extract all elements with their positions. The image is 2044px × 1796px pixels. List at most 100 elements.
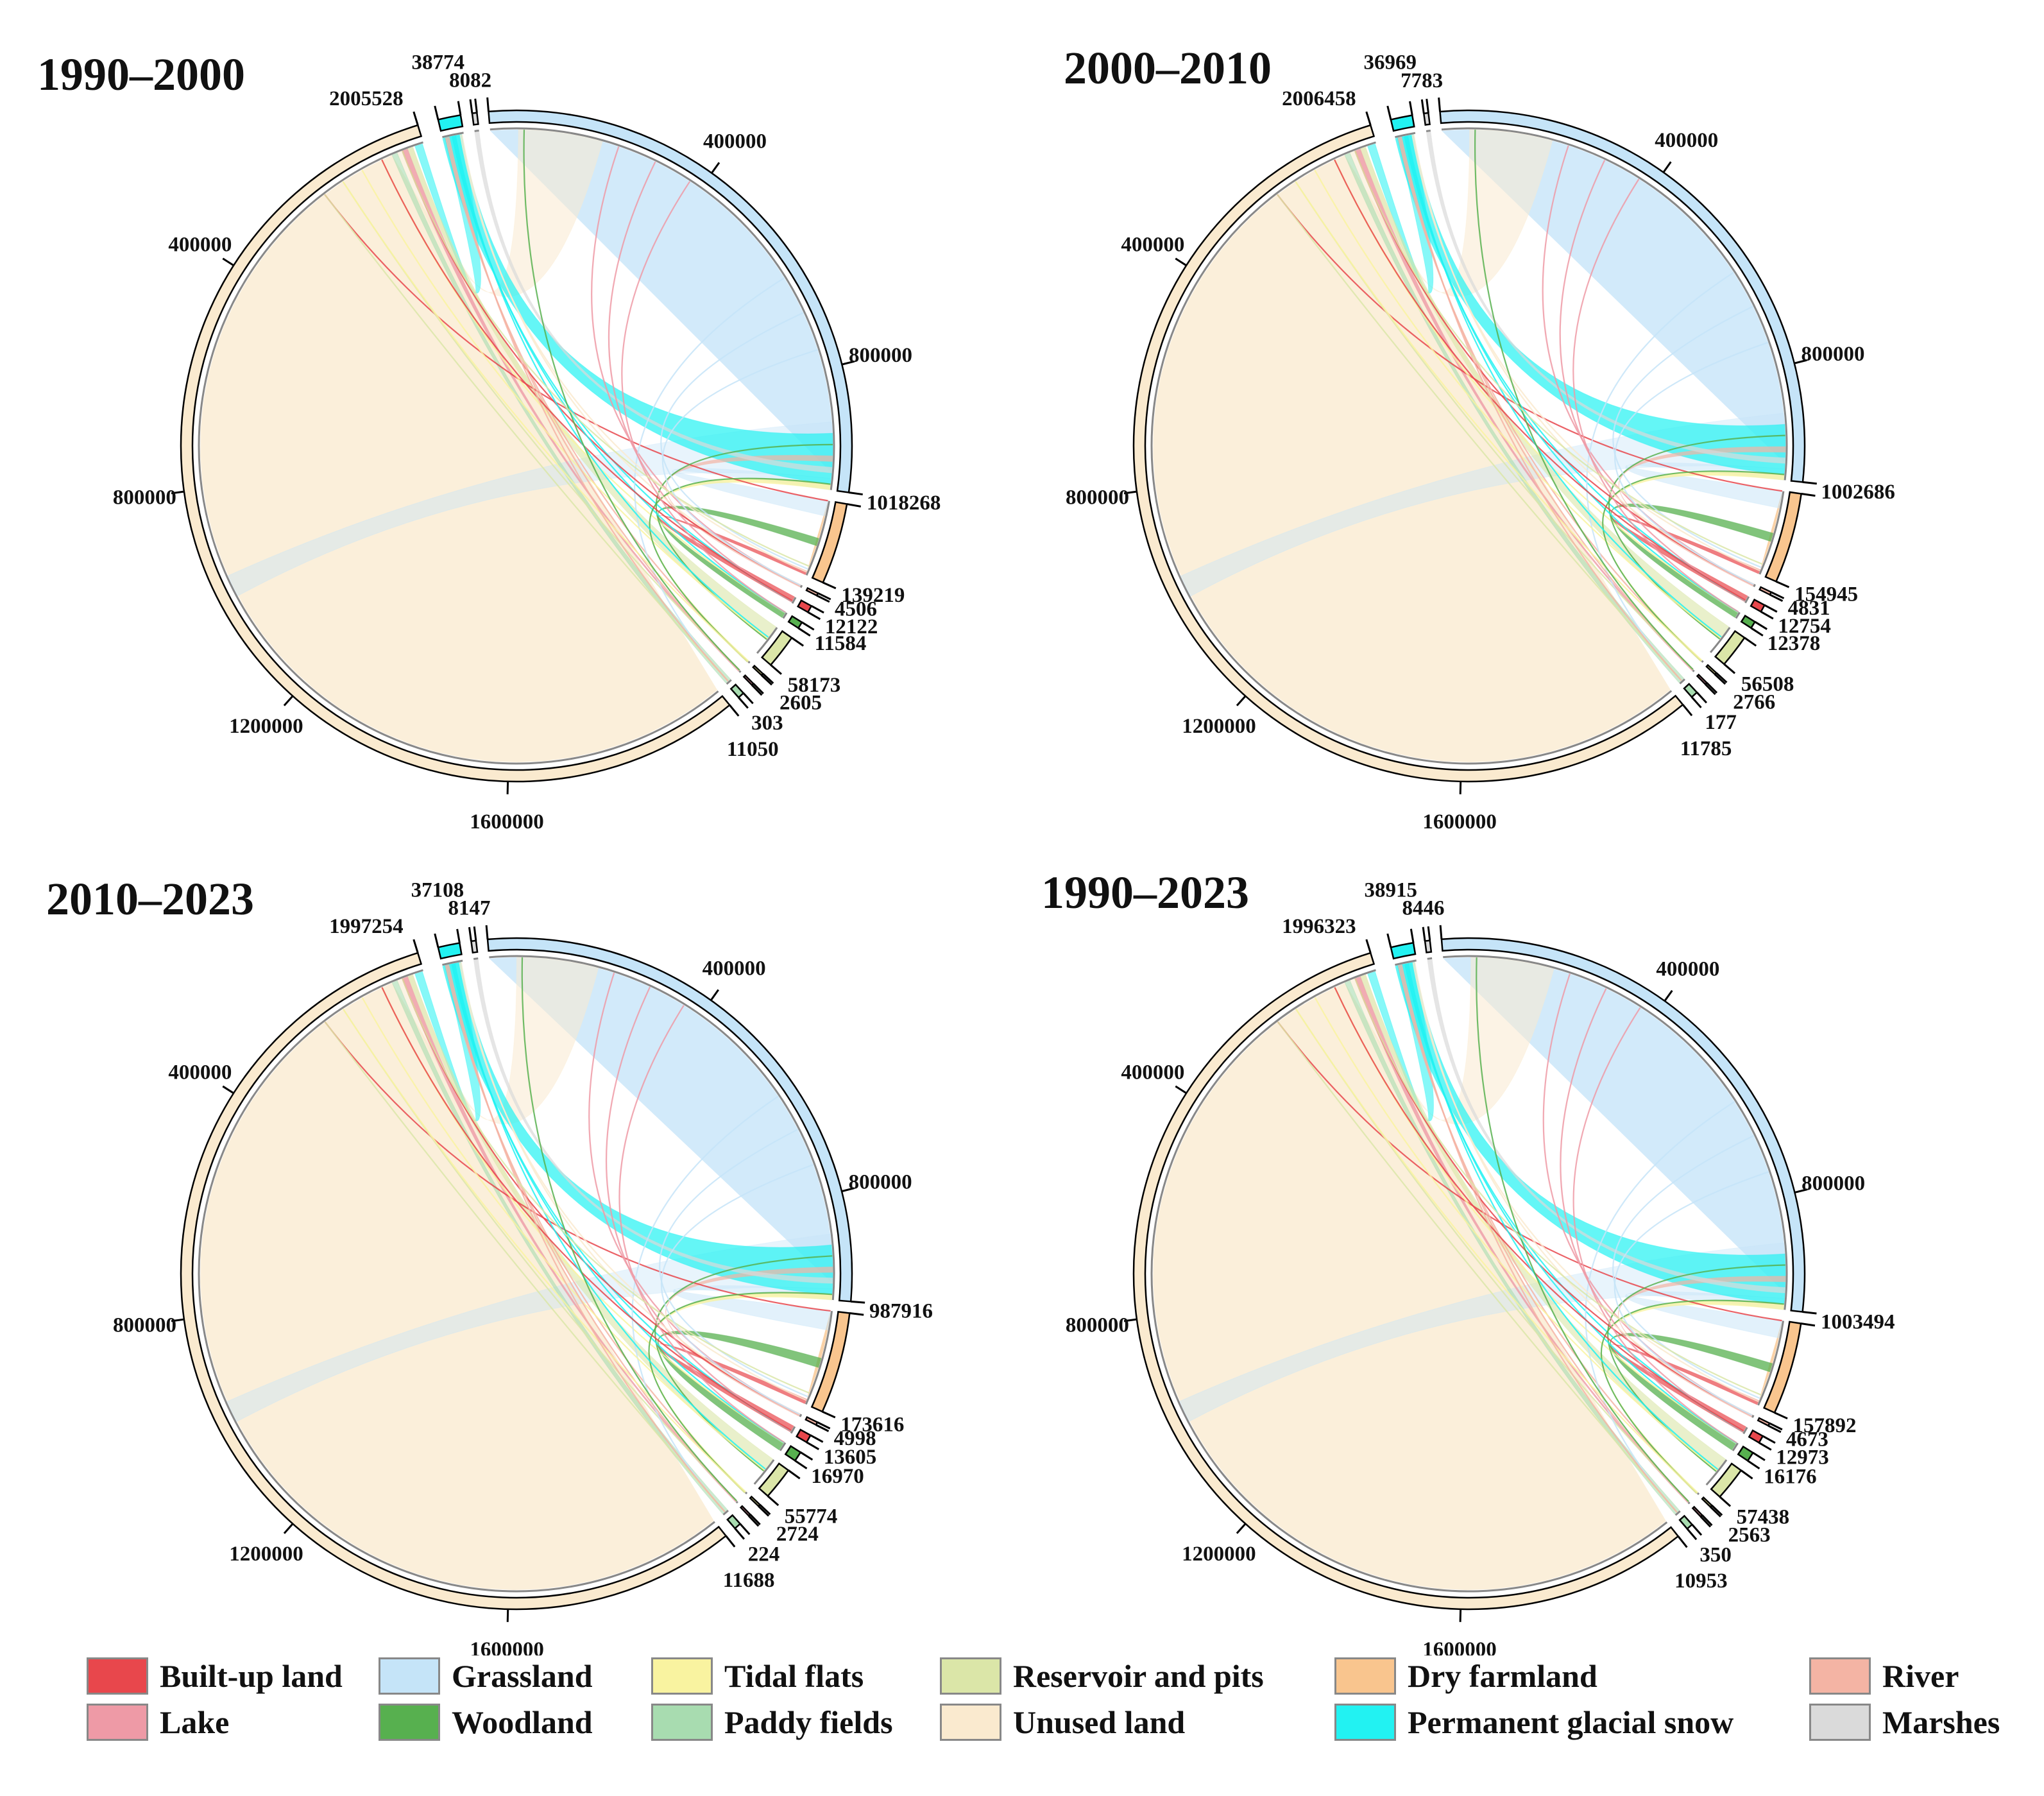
sector-end-tick bbox=[1682, 704, 1693, 717]
sector-end-tick bbox=[725, 1535, 736, 1548]
thin-link bbox=[1401, 964, 1678, 1513]
legend-label: Woodland bbox=[452, 1704, 593, 1740]
sector-end-tick bbox=[849, 1312, 864, 1316]
sector-inner-track bbox=[1395, 132, 1416, 139]
legend-label: Grassland bbox=[452, 1658, 593, 1694]
legend-label: Permanent glacial snow bbox=[1408, 1704, 1734, 1740]
thin-link bbox=[447, 137, 740, 671]
thin-link bbox=[661, 348, 818, 586]
sector-end-tick bbox=[787, 1469, 801, 1480]
axis-tick-label: 800000 bbox=[113, 486, 176, 509]
sector-end-tick bbox=[738, 697, 749, 709]
sector-end-tick bbox=[1771, 591, 1785, 599]
axis-tick-mark bbox=[1236, 695, 1247, 706]
sector-inner-track bbox=[1742, 1426, 1748, 1435]
sector-value-dry-farmland: 154945 bbox=[1794, 583, 1858, 606]
sector-end-tick bbox=[468, 927, 472, 941]
sector-end-tick bbox=[486, 97, 490, 112]
thin-link bbox=[648, 1292, 833, 1493]
sector-end-tick bbox=[806, 1441, 820, 1451]
sector-end-tick bbox=[1422, 927, 1426, 941]
thin-link bbox=[654, 1255, 833, 1472]
sector-inner-track bbox=[1709, 627, 1731, 653]
sector-arcs bbox=[180, 97, 863, 783]
legend-label: Marshes bbox=[1882, 1704, 2000, 1740]
sector-arcs bbox=[180, 925, 865, 1611]
sector-end-tick bbox=[1714, 673, 1726, 685]
sector-built-up-land bbox=[1748, 1429, 1764, 1444]
thin-link bbox=[402, 150, 810, 567]
legend-label: Tidal flats bbox=[724, 1658, 864, 1694]
sector-value-river: 4998 bbox=[834, 1427, 876, 1450]
sector-value-dry-farmland: 173616 bbox=[840, 1413, 904, 1436]
sector-grassland bbox=[1439, 109, 1806, 483]
axis-tick-mark bbox=[283, 695, 294, 706]
legend-item-grassland: Grassland bbox=[379, 1655, 593, 1697]
ribbon-unused-land-self bbox=[1153, 982, 1667, 1590]
thin-link bbox=[1404, 964, 1744, 1432]
ribbon-flow-4 bbox=[442, 962, 833, 1295]
sector-end-tick bbox=[747, 1515, 760, 1527]
sector-value-marshes: 7783 bbox=[1401, 69, 1443, 92]
sector-end-tick bbox=[797, 627, 811, 637]
thin-link bbox=[1334, 159, 1746, 601]
axis-tick-label: 1200000 bbox=[1182, 1543, 1256, 1566]
sector-value-reservoir-and-pits: 57438 bbox=[1737, 1506, 1790, 1529]
sector-end-tick bbox=[1706, 682, 1718, 694]
sector-end-tick bbox=[1760, 611, 1774, 620]
thin-link bbox=[447, 964, 726, 1512]
thin-link bbox=[446, 964, 737, 1501]
sector-end-tick bbox=[762, 672, 774, 684]
sector-value-river: 4506 bbox=[835, 598, 877, 621]
sector-value-paddy-fields: 11050 bbox=[727, 738, 779, 761]
legend-swatch bbox=[651, 1704, 713, 1741]
sector-value-tidal-flats: 2605 bbox=[779, 692, 822, 715]
sector-inner-track bbox=[790, 1426, 796, 1434]
ribbon-dry-farmland-self bbox=[1760, 491, 1782, 570]
sector-end-tick bbox=[767, 1495, 779, 1507]
axis-tick-label: 400000 bbox=[1121, 1061, 1184, 1084]
sector-end-tick bbox=[474, 98, 478, 113]
legend-item-river: River bbox=[1809, 1655, 1959, 1697]
thin-link bbox=[324, 1021, 726, 1512]
chord-panel-1: 1990–2000 400000 800000 1600000 1200000 80000… bbox=[37, 49, 941, 834]
sector-marshes bbox=[471, 112, 479, 126]
legend-label: Dry farmland bbox=[1408, 1658, 1597, 1694]
sector-inner-track bbox=[1427, 957, 1433, 960]
axis-tick-mark bbox=[1662, 161, 1672, 173]
ribbon-flow-13 bbox=[473, 959, 833, 1284]
sector-river bbox=[805, 1415, 819, 1426]
sector-value-permanent-glacial-snow: 38774 bbox=[411, 51, 464, 74]
sector-value-paddy-fields: 11688 bbox=[723, 1569, 775, 1592]
sector-end-tick bbox=[1719, 1496, 1732, 1507]
legend-label: Built-up land bbox=[160, 1658, 343, 1694]
sector-value-reservoir-and-pits: 58173 bbox=[788, 674, 841, 697]
sector-value-paddy-fields: 11785 bbox=[1680, 737, 1732, 760]
ribbon-flow-7 bbox=[658, 506, 820, 619]
sector-end-tick bbox=[1774, 1412, 1788, 1420]
thin-link bbox=[660, 1163, 814, 1415]
sector-lake bbox=[1691, 1505, 1703, 1518]
axis-tick-label: 400000 bbox=[703, 130, 767, 153]
thin-link bbox=[1399, 964, 1689, 1502]
sector-end-tick bbox=[729, 704, 740, 717]
thin-link bbox=[342, 181, 749, 663]
axis-tick-mark bbox=[506, 781, 509, 794]
sector-arcs bbox=[1132, 97, 1817, 783]
thin-link bbox=[1406, 135, 1722, 638]
sector-end-tick bbox=[1701, 1514, 1713, 1527]
thin-link bbox=[459, 962, 807, 1401]
legend-item-paddy-fields: Paddy fields bbox=[651, 1702, 893, 1743]
ribbon-flow-7 bbox=[657, 1330, 822, 1451]
sector-value-grassland: 1002686 bbox=[1821, 481, 1895, 504]
sector-end-tick bbox=[1691, 696, 1702, 708]
ribbon-dry-farmland-self bbox=[1759, 1321, 1782, 1401]
sector-grassland bbox=[488, 109, 853, 493]
sector-end-tick bbox=[1752, 1451, 1766, 1462]
sector-inner-track bbox=[805, 500, 830, 576]
thin-link bbox=[451, 964, 792, 1432]
sector-end-tick bbox=[810, 1434, 824, 1443]
thin-links bbox=[324, 957, 833, 1513]
legend-swatch bbox=[87, 1704, 148, 1741]
